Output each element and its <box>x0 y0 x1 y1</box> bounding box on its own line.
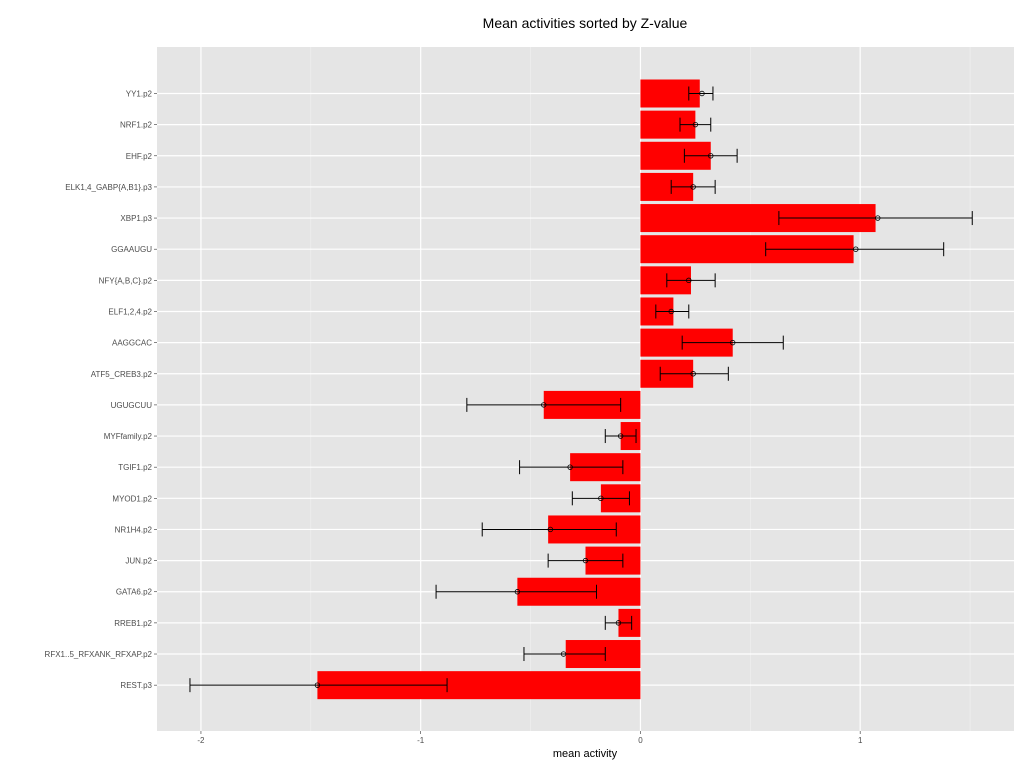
y-tick-label-9: ATF5_CREB3.p2 <box>91 370 153 379</box>
mean-point-0 <box>699 90 705 97</box>
y-tick-labels: YY1.p2 NRF1.p2 EHF.p2 ELK1,4_GABP{A,B1}.p3 X… <box>45 90 157 690</box>
y-tick-label-2: EHF.p2 <box>126 152 153 161</box>
y-tick-label-7: ELF1,2,4.p2 <box>108 307 152 316</box>
y-tick-label-13: MYOD1.p2 <box>112 494 152 503</box>
x-axis-label: mean activity <box>553 748 618 760</box>
y-tick-label-1: NRF1.p2 <box>120 121 153 130</box>
mean-point-12 <box>567 464 573 470</box>
y-tick-label-0: YY1.p2 <box>126 90 153 99</box>
mean-point-6 <box>686 277 692 284</box>
y-tick-label-6: NFY{A,B,C}.p2 <box>99 276 153 285</box>
mean-point-1 <box>692 121 699 128</box>
mean-point-4 <box>875 215 881 221</box>
x-tick-label: 1 <box>858 736 863 745</box>
y-tick-label-16: GATA6.p2 <box>116 588 153 597</box>
mean-point-18 <box>560 651 567 657</box>
mean-point-17 <box>615 620 622 626</box>
mean-point-2 <box>708 153 714 159</box>
mean-point-13 <box>598 495 604 502</box>
x-tick-label: 0 <box>638 736 643 745</box>
mean-point-16 <box>514 589 521 595</box>
y-tick-label-3: ELK1,4_GABP{A,B1}.p3 <box>65 183 152 192</box>
y-tick-label-15: JUN.p2 <box>125 557 152 566</box>
plot-panel <box>157 47 1014 731</box>
y-tick-label-12: TGIF1.p2 <box>118 463 152 472</box>
y-tick-label-18: RFX1..5_RFXANK_RFXAP.p2 <box>45 650 153 659</box>
x-tick-labels: -2 -1 0 1 <box>197 731 863 745</box>
mean-point-14 <box>547 526 554 533</box>
y-tick-label-10: UGUGCUU <box>111 401 153 410</box>
y-tick-label-4: XBP1.p3 <box>120 214 152 223</box>
chart-title: Mean activities sorted by Z-value <box>483 15 688 31</box>
mean-point-10 <box>541 402 547 408</box>
mean-point-11 <box>617 433 624 439</box>
y-tick-label-5: GGAAUGU <box>111 245 152 254</box>
mean-point-8 <box>730 339 736 346</box>
y-tick-label-8: AAGGCAC <box>112 339 152 348</box>
y-tick-label-11: MYFfamily.p2 <box>104 432 153 441</box>
mean-point-9 <box>690 371 696 377</box>
mean-point-5 <box>853 246 859 252</box>
mean-point-19 <box>314 682 321 688</box>
mean-point-15 <box>582 557 589 564</box>
x-tick-label: -1 <box>417 736 425 745</box>
x-tick-label: -2 <box>197 736 205 745</box>
y-tick-label-17: RREB1.p2 <box>114 619 152 628</box>
mean-point-3 <box>690 184 696 190</box>
points-layer <box>314 90 881 688</box>
mean-point-7 <box>668 308 674 315</box>
y-tick-label-14: NR1H4.p2 <box>115 525 153 534</box>
y-tick-label-19: REST.p3 <box>120 681 152 690</box>
errorbars-layer <box>189 86 973 693</box>
